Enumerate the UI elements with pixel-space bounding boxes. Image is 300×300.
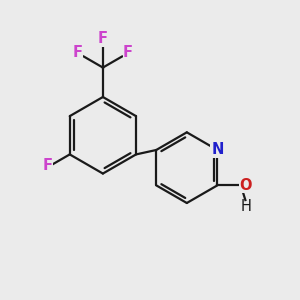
Text: H: H [241,199,251,214]
Text: N: N [211,142,224,158]
Text: O: O [239,178,252,193]
Text: F: F [123,46,133,61]
Text: F: F [98,32,108,46]
Text: F: F [43,158,53,173]
Text: F: F [73,46,83,61]
